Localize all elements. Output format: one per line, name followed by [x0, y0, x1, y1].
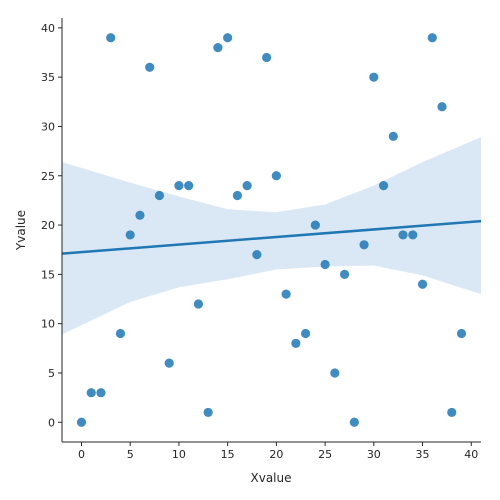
axes-layer: 0 5 10 15 20 25 30 35 40 0 5 10 15 20 25 30 35 40 [41, 18, 481, 461]
x-tick-label: 25 [318, 448, 332, 461]
x-tick-label: 0 [78, 448, 85, 461]
data-point [106, 33, 116, 43]
data-point [96, 388, 106, 398]
x-tick-label: 15 [221, 448, 235, 461]
x-tick-label: 20 [269, 448, 283, 461]
data-point [184, 181, 194, 191]
data-point [417, 279, 428, 289]
data-point [427, 33, 437, 43]
y-axis-label: Yvalue [14, 210, 28, 251]
x-tick-label: 40 [464, 448, 478, 461]
data-point [76, 417, 87, 427]
regression-line [61, 219, 482, 255]
data-point [232, 190, 242, 201]
data-point [339, 269, 350, 279]
y-tick-label: 20 [41, 219, 55, 232]
y-tick-label: 40 [41, 22, 55, 35]
data-point [291, 338, 301, 348]
data-point [359, 240, 369, 250]
data-point [408, 230, 418, 240]
regression-line-layer [61, 219, 482, 255]
x-tick-label: 35 [416, 448, 430, 461]
confidence-band [62, 137, 481, 335]
data-point [164, 358, 174, 368]
data-point [203, 407, 213, 418]
data-point [271, 171, 281, 181]
data-point [252, 250, 262, 260]
data-point [388, 131, 398, 141]
data-point [115, 328, 126, 339]
data-point [301, 328, 311, 339]
data-point [378, 181, 389, 191]
data-point [398, 230, 408, 240]
data-points-layer [76, 33, 467, 427]
data-point [349, 417, 359, 427]
data-point [135, 210, 145, 220]
y-tick-label: 10 [41, 318, 55, 331]
data-point [456, 328, 467, 339]
x-tick-label: 10 [172, 448, 186, 461]
data-point [145, 62, 155, 72]
data-point [154, 190, 165, 201]
x-tick-label: 5 [127, 448, 134, 461]
y-tick-label: 0 [48, 416, 55, 429]
x-tick-label: 30 [367, 448, 381, 461]
data-point [174, 181, 184, 191]
data-point [242, 181, 252, 191]
x-axis-label: Xvalue [251, 471, 292, 485]
data-point [369, 72, 379, 82]
data-point [262, 52, 272, 63]
data-point [310, 220, 320, 230]
data-point [437, 102, 447, 112]
confidence-band-layer [62, 137, 481, 335]
data-point [213, 42, 223, 53]
data-point [223, 33, 233, 43]
y-tick-label: 30 [41, 120, 55, 133]
data-point [330, 368, 340, 378]
data-point [125, 230, 135, 240]
data-point [281, 289, 291, 299]
y-tick-label: 15 [41, 268, 55, 281]
y-tick-label: 25 [41, 170, 55, 183]
data-point [447, 407, 457, 418]
y-tick-label: 5 [48, 367, 55, 380]
data-point [86, 388, 96, 398]
y-tick-label: 35 [41, 71, 55, 84]
data-point [320, 259, 330, 270]
data-point [193, 299, 204, 309]
